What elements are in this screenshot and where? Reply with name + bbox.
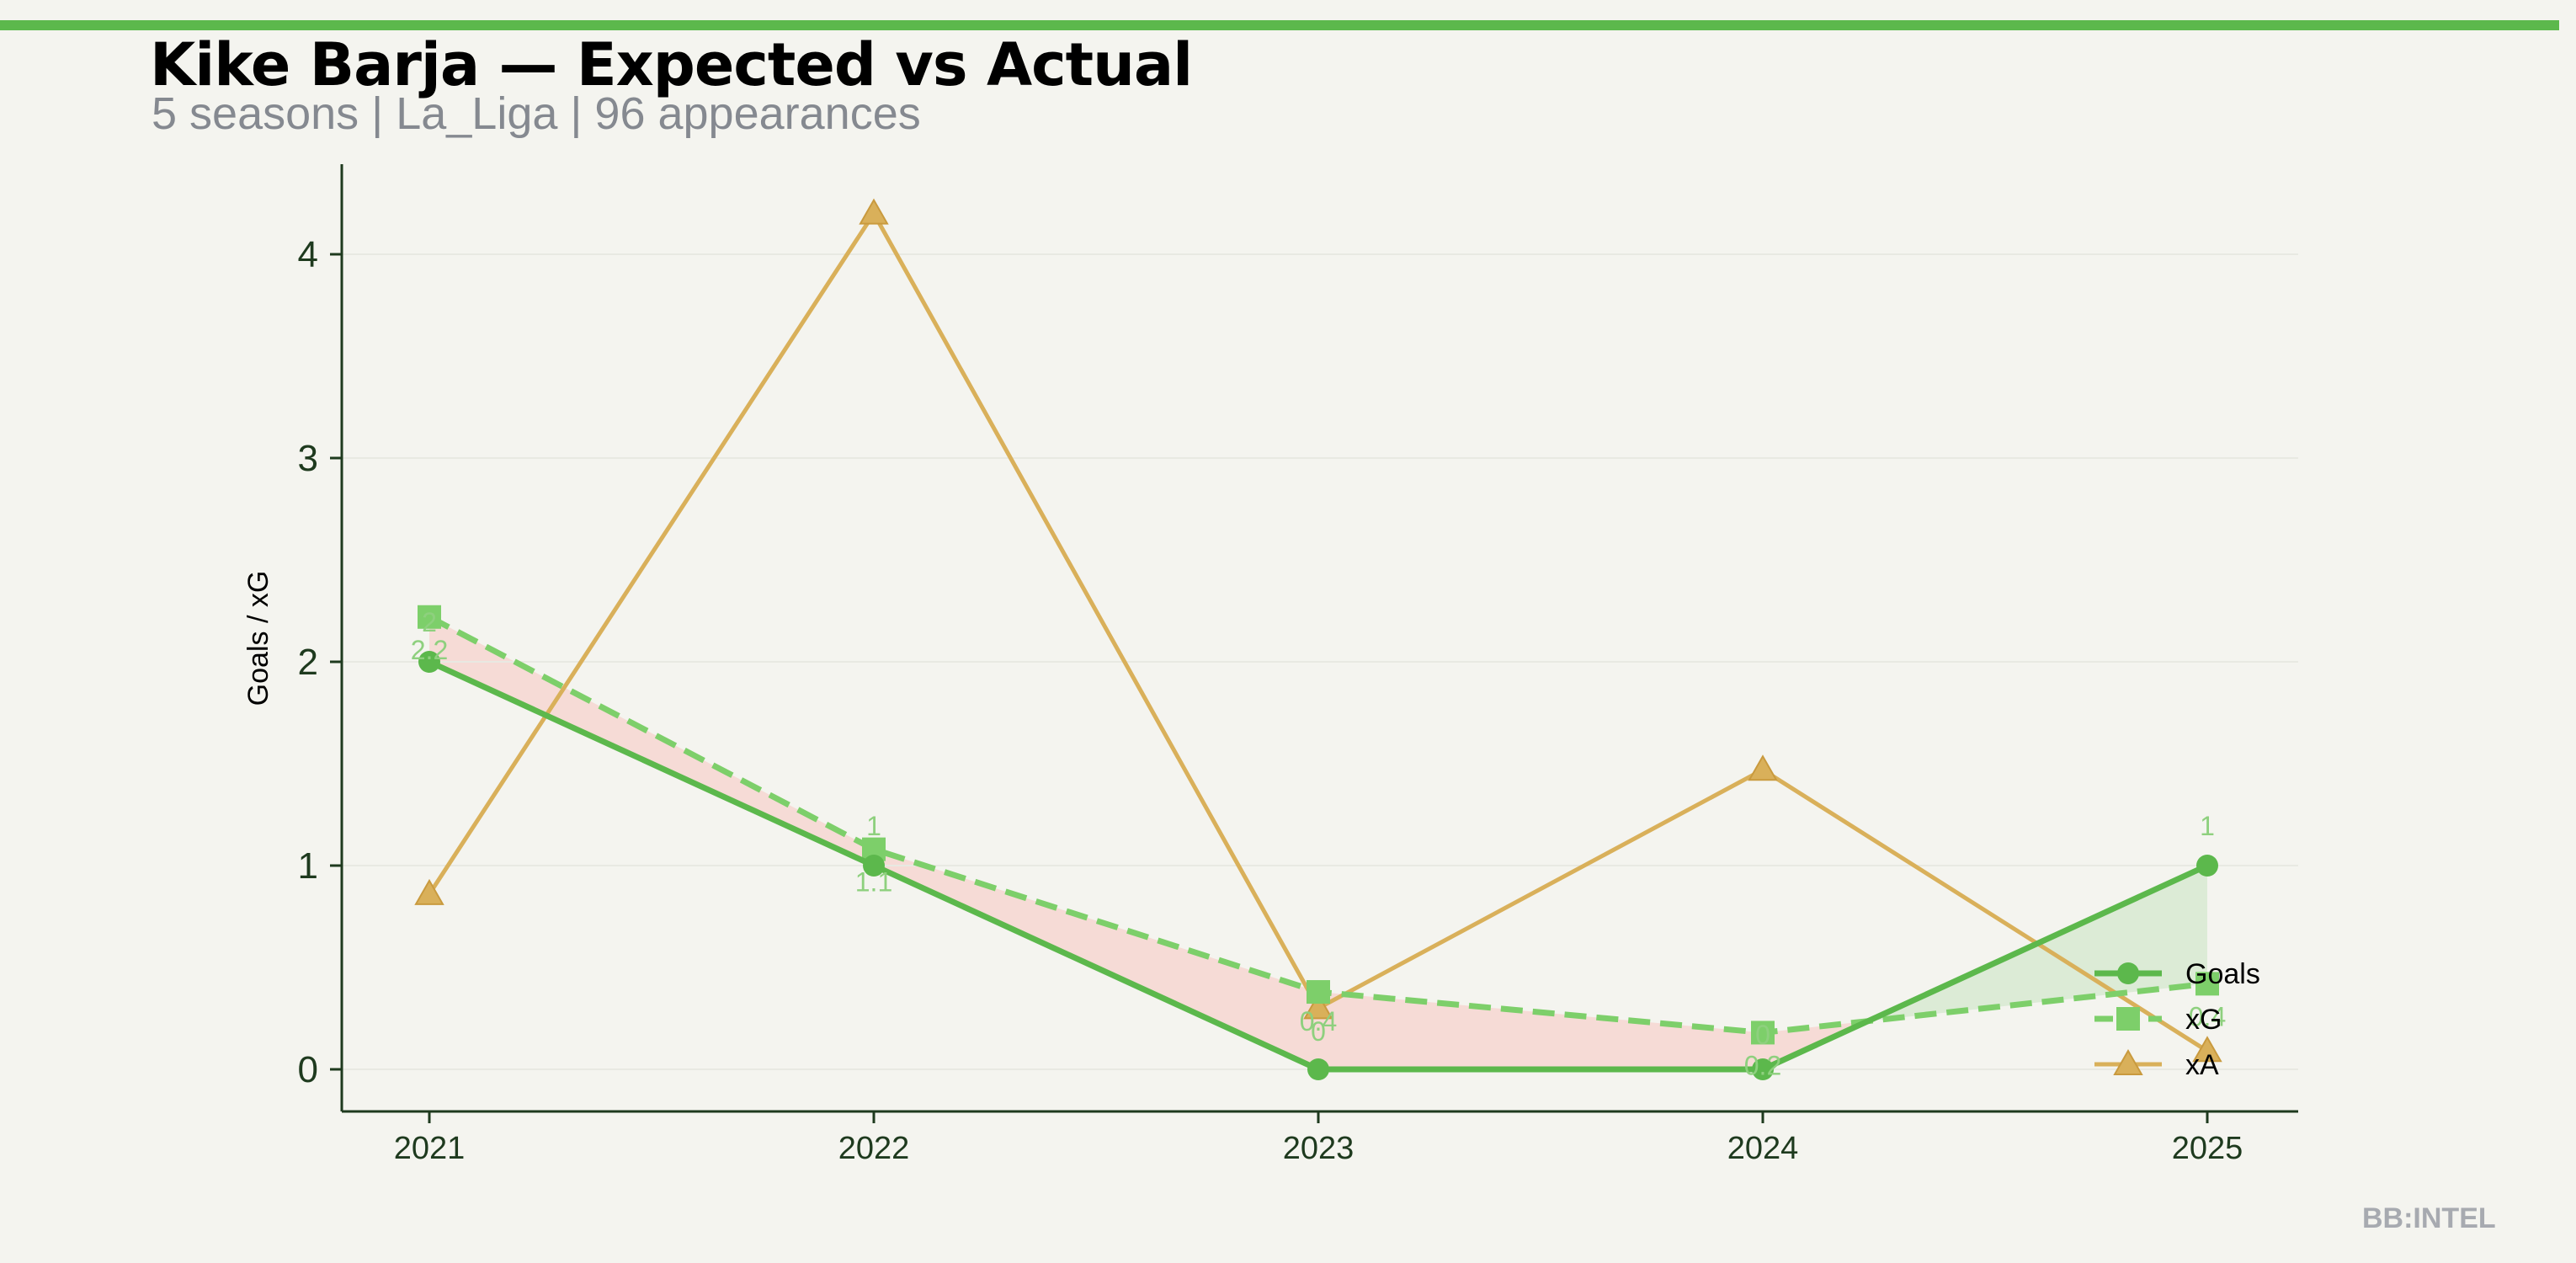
data-labels: 2 1 0 0 1 2.2 1.1 0.4 0.2 0.4 (411, 607, 2226, 1080)
data-point-xg (418, 605, 441, 629)
data-point-xa (859, 198, 889, 225)
legend-label: xG (2185, 1004, 2222, 1036)
x-tick-label: 2023 (1283, 1131, 1355, 1166)
data-point-xa (2192, 1036, 2222, 1063)
y-tick-label: 2 (298, 642, 318, 683)
data-label-xg: 2.2 (411, 635, 448, 665)
series-line-xg (428, 614, 2208, 1036)
data-point-xa (1303, 993, 1333, 1020)
data-label-goals: 1 (866, 811, 881, 841)
data-label-goals: 0 (1755, 1020, 1770, 1050)
series-line-xa (427, 211, 2209, 1053)
y-tick-label: 0 (298, 1049, 318, 1090)
gridlines (342, 253, 2298, 1070)
data-label-xg: 0.4 (2189, 1001, 2226, 1031)
legend: Goals xG xA (2094, 958, 2260, 1081)
data-point-goals (1752, 1058, 1774, 1080)
data-point-xa (1748, 754, 1778, 781)
data-label-goals: 0 (1311, 1016, 1326, 1047)
underperformance-area (429, 616, 874, 866)
data-point-goals (2196, 855, 2218, 877)
data-label-goals: 1 (2200, 811, 2215, 841)
data-point-xg (1751, 1021, 1775, 1045)
data-point-xa (414, 878, 444, 905)
data-point-goals (863, 855, 885, 877)
data-label-xg: 0.4 (1300, 1006, 1337, 1037)
data-label-xg: 0.2 (1744, 1050, 1781, 1080)
y-tick-label: 4 (298, 234, 318, 275)
y-axis-label: Goals / xG (242, 571, 274, 706)
x-tick-label: 2025 (2172, 1131, 2243, 1166)
y-tick-label: 1 (298, 845, 318, 887)
legend-label: Goals (2185, 958, 2260, 990)
fill-between-area (429, 616, 2207, 1069)
legend-swatch-marker (2117, 962, 2139, 984)
x-tick-label: 2024 (1727, 1131, 1799, 1166)
y-tick-label: 3 (298, 438, 318, 479)
x-tick-label: 2021 (394, 1131, 466, 1166)
data-point-goals (1307, 1058, 1329, 1080)
brand-watermark: BB:INTEL (2362, 1202, 2496, 1234)
data-label-xg: 1.1 (855, 867, 892, 898)
legend-label: xA (2185, 1049, 2219, 1081)
legend-swatch-marker (2113, 1048, 2143, 1075)
accent-bar (0, 20, 2559, 30)
series-lines (414, 198, 2222, 1080)
data-point-xg (2195, 972, 2219, 996)
axes: 0 1 2 3 4 2021 2022 2023 2024 2025 Goals / xG (242, 164, 2298, 1166)
underperformance-area (874, 849, 1318, 1069)
x-tick-label: 2022 (838, 1131, 910, 1166)
data-point-xg (1307, 980, 1330, 1005)
legend-swatch-marker (2116, 1007, 2140, 1031)
chart-title: Kike Barja — Expected vs Actual (150, 30, 1193, 99)
data-label-goals: 2 (422, 607, 437, 637)
chart-subtitle: 5 seasons | La_Liga | 96 appearances (152, 88, 921, 139)
underperformance-area (1318, 992, 1763, 1069)
data-point-goals (418, 651, 440, 673)
